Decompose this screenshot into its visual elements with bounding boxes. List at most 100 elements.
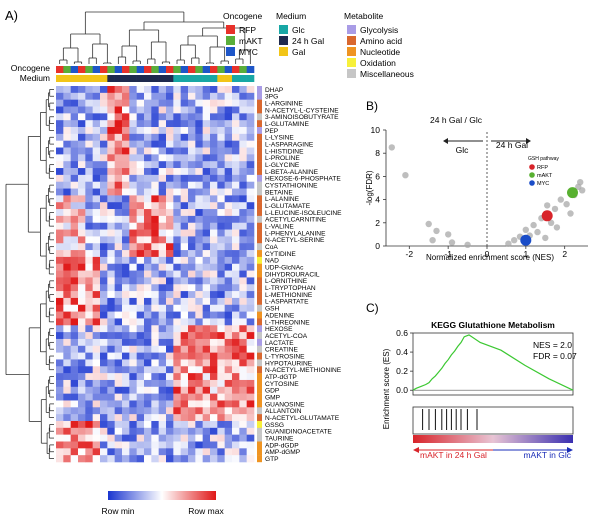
heatmap-cell [114,127,123,135]
legend-swatch [279,25,288,34]
heatmap-cell [239,297,247,306]
heatmap-cell [188,291,196,299]
heatmap-cell [56,215,64,224]
color-scale-min-label: Row min [101,506,134,516]
heatmap-cell [70,427,79,435]
heatmap-cell [70,373,79,381]
metabolite-class-cell [257,441,262,449]
heatmap-cell [151,215,159,224]
heatmap-cell [151,338,159,347]
heatmap-cell [129,270,137,278]
oncogene-annotation-cell [246,66,255,73]
heatmap-cell [70,133,79,141]
metabolite-class-cell [257,332,262,340]
heatmap-cell [166,202,174,210]
heatmap-cell [239,215,247,224]
heatmap-cell [158,222,167,230]
heatmap-cell [180,195,189,203]
heatmap-cell [122,120,130,128]
legend-swatch [347,25,356,34]
panel-b-right-arrowhead [526,138,531,144]
heatmap-cell [210,147,218,155]
heatmap-cell [107,311,115,319]
heatmap-cell [158,243,167,251]
metabolite-class-cell [257,243,262,251]
heatmap-cell [70,284,79,292]
heatmap-cell [107,243,115,251]
heatmap-cell [107,427,115,435]
heatmap-cell [210,120,218,128]
heatmap-cell [239,106,247,114]
heatmap-cell [70,113,79,121]
medium-annotation-cell [210,75,218,82]
heatmap-cell [85,209,93,217]
heatmap-cell [166,195,174,203]
heatmap-cell [173,379,181,388]
heatmap-cell [232,304,240,312]
heatmap-cell [180,441,189,449]
heatmap-cell [232,311,240,319]
panel-c-left-label: mAKT in 24 h Gal [420,450,487,460]
heatmap-cell [85,222,93,230]
heatmap-cell [70,325,79,333]
heatmap-cell [246,427,255,435]
metabolite-label: CoA [265,244,278,251]
heatmap-cell [239,332,247,340]
heatmap-cell [232,202,240,210]
heatmap-cell [188,229,196,237]
heatmap-cell [166,263,174,271]
heatmap-cell [92,455,101,463]
heatmap-cell [173,455,181,463]
heatmap-cell [70,393,79,401]
heatmap-cell [166,304,174,312]
heatmap-cell [217,352,225,360]
metabolite-class-cell [257,133,262,141]
heatmap-cell [122,236,130,244]
heatmap-cell [136,236,145,244]
heatmap-cell [92,195,101,203]
heatmap-cell [180,304,189,312]
heatmap-cell [232,195,240,203]
heatmap-cell [70,229,79,237]
heatmap-cell [195,366,203,374]
heatmap-cell [217,92,225,100]
heatmap-cell [85,140,93,148]
heatmap-cell [151,99,159,107]
heatmap-cell [92,277,101,285]
heatmap-cell [217,441,225,449]
heatmap-cell [180,420,189,429]
heatmap-cell [180,120,189,128]
heatmap-cell [188,434,196,442]
heatmap-cell [173,154,181,162]
heatmap-cell [144,202,152,210]
heatmap-cell [114,366,123,374]
panel-a-label: A) [5,8,18,23]
heatmap-cell [100,407,108,415]
heatmap-cell [217,106,225,114]
heatmap-cell [180,379,189,388]
heatmap-cell [78,393,86,401]
heatmap [56,66,255,463]
heatmap-cell [217,359,225,367]
heatmap-cell [158,236,167,244]
panel-b-x-tick-label: 1 [523,249,528,259]
heatmap-cell [85,133,93,141]
heatmap-cell [63,366,71,374]
heatmap-cell [122,352,130,360]
heatmap-cell [239,400,247,408]
heatmap-cell [173,127,181,135]
heatmap-cell [85,420,93,429]
heatmap-cell [85,127,93,135]
heatmap-cell [107,154,115,162]
heatmap-cell [78,277,86,285]
heatmap-cell [144,92,152,100]
heatmap-cell [166,86,174,94]
heatmap-cell [151,373,159,381]
panel-c-gsea: C) KEGG Glutathione Metabolism Enrichmen… [366,301,577,460]
heatmap-cell [78,373,86,381]
heatmap-cell [129,386,137,394]
metabolite-label: L-ARGININE [265,100,303,107]
heatmap-cell [92,229,101,237]
metabolite-label: HEXOSE-6-PHOSPHATE [265,176,341,183]
heatmap-cell [173,140,181,148]
